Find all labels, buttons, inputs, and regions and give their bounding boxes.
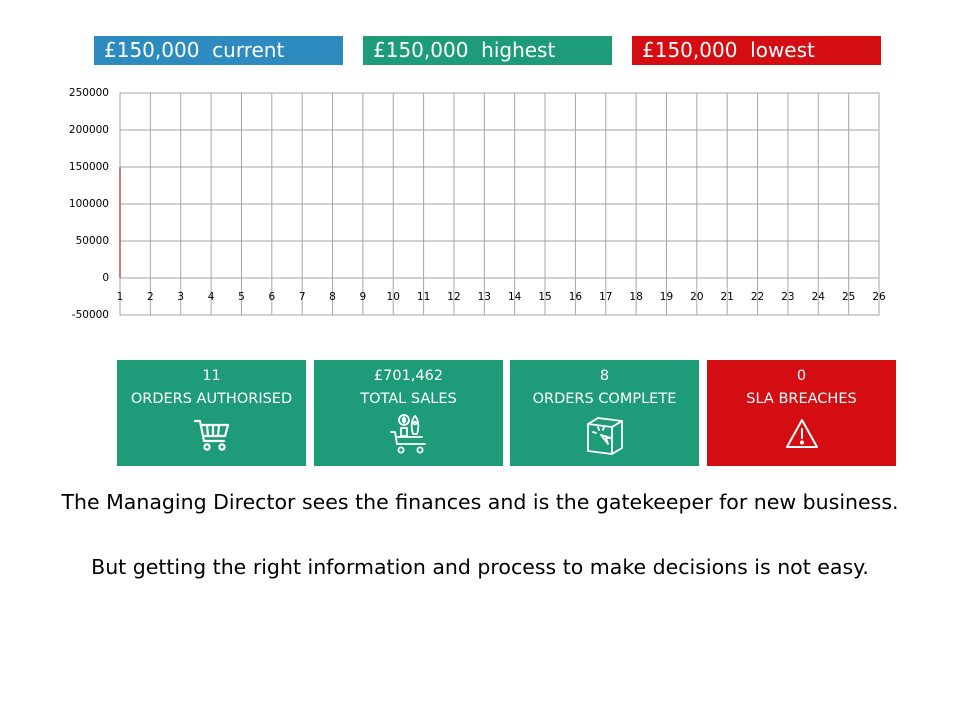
kpi-value: £701,462 [373, 368, 444, 384]
x-tick-label: 25 [842, 291, 855, 303]
kpi-value: 8 [599, 368, 610, 384]
x-tick-label: 26 [872, 291, 886, 303]
box-click-icon [510, 414, 699, 456]
x-tick-label: 9 [360, 291, 367, 303]
x-tick-label: 1 [117, 291, 124, 303]
lowest-value-banner: £150,000 lowest [632, 36, 881, 65]
x-tick-label: 23 [781, 291, 794, 303]
x-tick-label: 17 [599, 291, 612, 303]
kpi-orders-authorised: 11 ORDERS AUTHORISED [117, 360, 306, 466]
kpi-label: ORDERS AUTHORISED [130, 391, 293, 407]
x-tick-label: 15 [538, 291, 551, 303]
x-tick-label: 4 [208, 291, 215, 303]
x-tick-label: 13 [478, 291, 491, 303]
y-axis-labels: 250000 200000 150000 100000 50000 0 -50000 [69, 87, 109, 321]
y-tick-label: 200000 [69, 124, 109, 136]
y-tick-label: 0 [102, 272, 109, 284]
kpi-value: 11 [202, 368, 221, 384]
kpi-total-sales: £701,462 TOTAL SALES [314, 360, 503, 466]
x-tick-label: 22 [751, 291, 764, 303]
caption-line-2: But getting the right information and pr… [91, 555, 869, 579]
kpi-label: ORDERS COMPLETE [532, 391, 677, 407]
x-axis-labels: 1 2 3 4 5 6 7 8 9 10 11 12 13 14 15 16 17 18 19 20 21 22 23 24 2… [117, 291, 886, 303]
x-tick-label: 24 [812, 291, 826, 303]
x-tick-label: 20 [690, 291, 703, 303]
x-tick-label: 12 [447, 291, 460, 303]
highest-value-banner: £150,000 highest [363, 36, 612, 65]
x-tick-label: 6 [268, 291, 275, 303]
x-tick-label: 16 [569, 291, 583, 303]
kpi-orders-complete: 8 ORDERS COMPLETE [510, 360, 699, 466]
x-tick-label: 5 [238, 291, 245, 303]
x-tick-label: 10 [387, 291, 400, 303]
kpi-label: SLA BREACHES [746, 391, 857, 407]
sales-cart-icon [314, 414, 503, 456]
caption-line-1: The Managing Director sees the finances … [61, 490, 899, 514]
x-tick-label: 8 [329, 291, 336, 303]
warning-icon [707, 414, 896, 456]
y-tick-label: 250000 [69, 87, 109, 99]
x-tick-label: 11 [417, 291, 430, 303]
kpi-sla-breaches: 0 SLA BREACHES [707, 360, 896, 466]
x-tick-label: 21 [721, 291, 734, 303]
chart-grid [119, 92, 880, 316]
y-tick-label: 50000 [76, 235, 109, 247]
kpi-label: TOTAL SALES [360, 391, 457, 407]
y-tick-label: -50000 [72, 309, 109, 321]
current-value-banner: £150,000 current [94, 36, 343, 65]
x-tick-label: 3 [177, 291, 184, 303]
x-tick-label: 2 [147, 291, 154, 303]
x-tick-label: 14 [508, 291, 522, 303]
kpi-value: 0 [796, 368, 807, 384]
shopping-cart-icon [117, 414, 306, 456]
x-tick-label: 18 [629, 291, 642, 303]
y-tick-label: 100000 [69, 198, 109, 210]
x-tick-label: 19 [660, 291, 673, 303]
y-tick-label: 150000 [69, 161, 109, 173]
x-tick-label: 7 [299, 291, 306, 303]
